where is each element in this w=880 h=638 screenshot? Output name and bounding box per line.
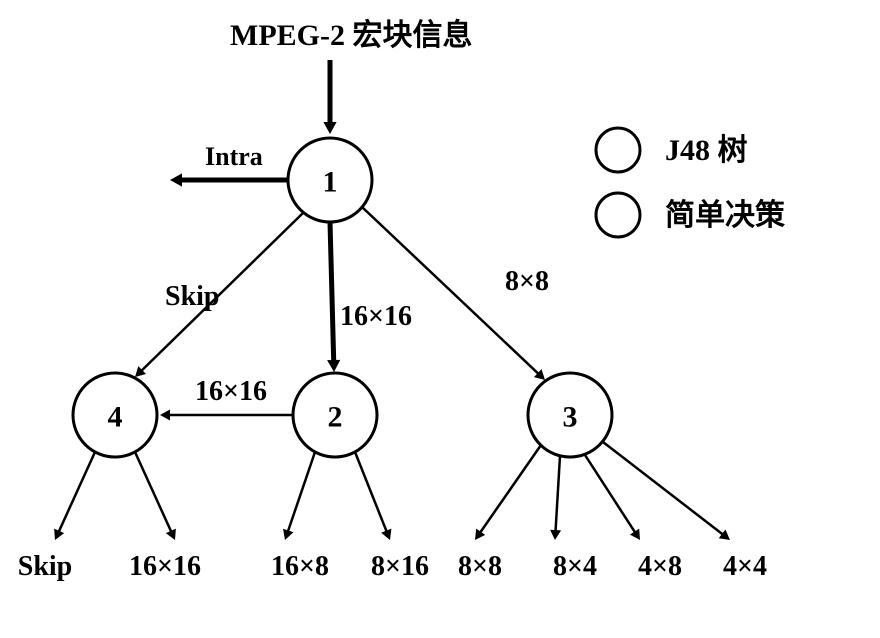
leaf-label: 8×4	[553, 551, 597, 582]
leaf-label: 8×16	[371, 551, 429, 582]
legend-label-simple: 简单决策	[665, 198, 785, 232]
node-label-4: 4	[108, 401, 123, 434]
edge-label: Skip	[165, 281, 220, 312]
legend-circle-simple	[596, 193, 640, 237]
node-label-3: 3	[563, 401, 578, 434]
legend-circle-j48	[596, 128, 640, 172]
edge-label: 16×16	[195, 376, 267, 407]
leaves: Skip 16×16 16×8 8×16 8×8 8×4 4×8 4×4	[18, 551, 767, 582]
leaf-label: 16×8	[271, 551, 329, 582]
diagram-title: MPEG-2 宏块信息	[230, 18, 472, 52]
decision-tree-diagram: MPEG-2 宏块信息 J48 树 简单决策 Intra Skip 16×16 8×8…	[0, 0, 880, 638]
leaf-label: 4×8	[638, 551, 682, 582]
edge-label: 16×16	[340, 301, 412, 332]
leaf-label: Skip	[18, 551, 73, 582]
leaf-label: 16×16	[129, 551, 201, 582]
leaf-label: 8×8	[458, 551, 502, 582]
edge-label: 8×8	[505, 266, 549, 297]
node-label-1: 1	[323, 166, 338, 199]
node-label-2: 2	[328, 401, 343, 434]
nodes: 1 2 3 4	[73, 138, 612, 457]
legend: J48 树 简单决策	[596, 128, 785, 237]
edge-label: Intra	[205, 142, 263, 171]
legend-label-j48: J48 树	[665, 134, 748, 167]
leaf-label: 4×4	[723, 551, 767, 582]
